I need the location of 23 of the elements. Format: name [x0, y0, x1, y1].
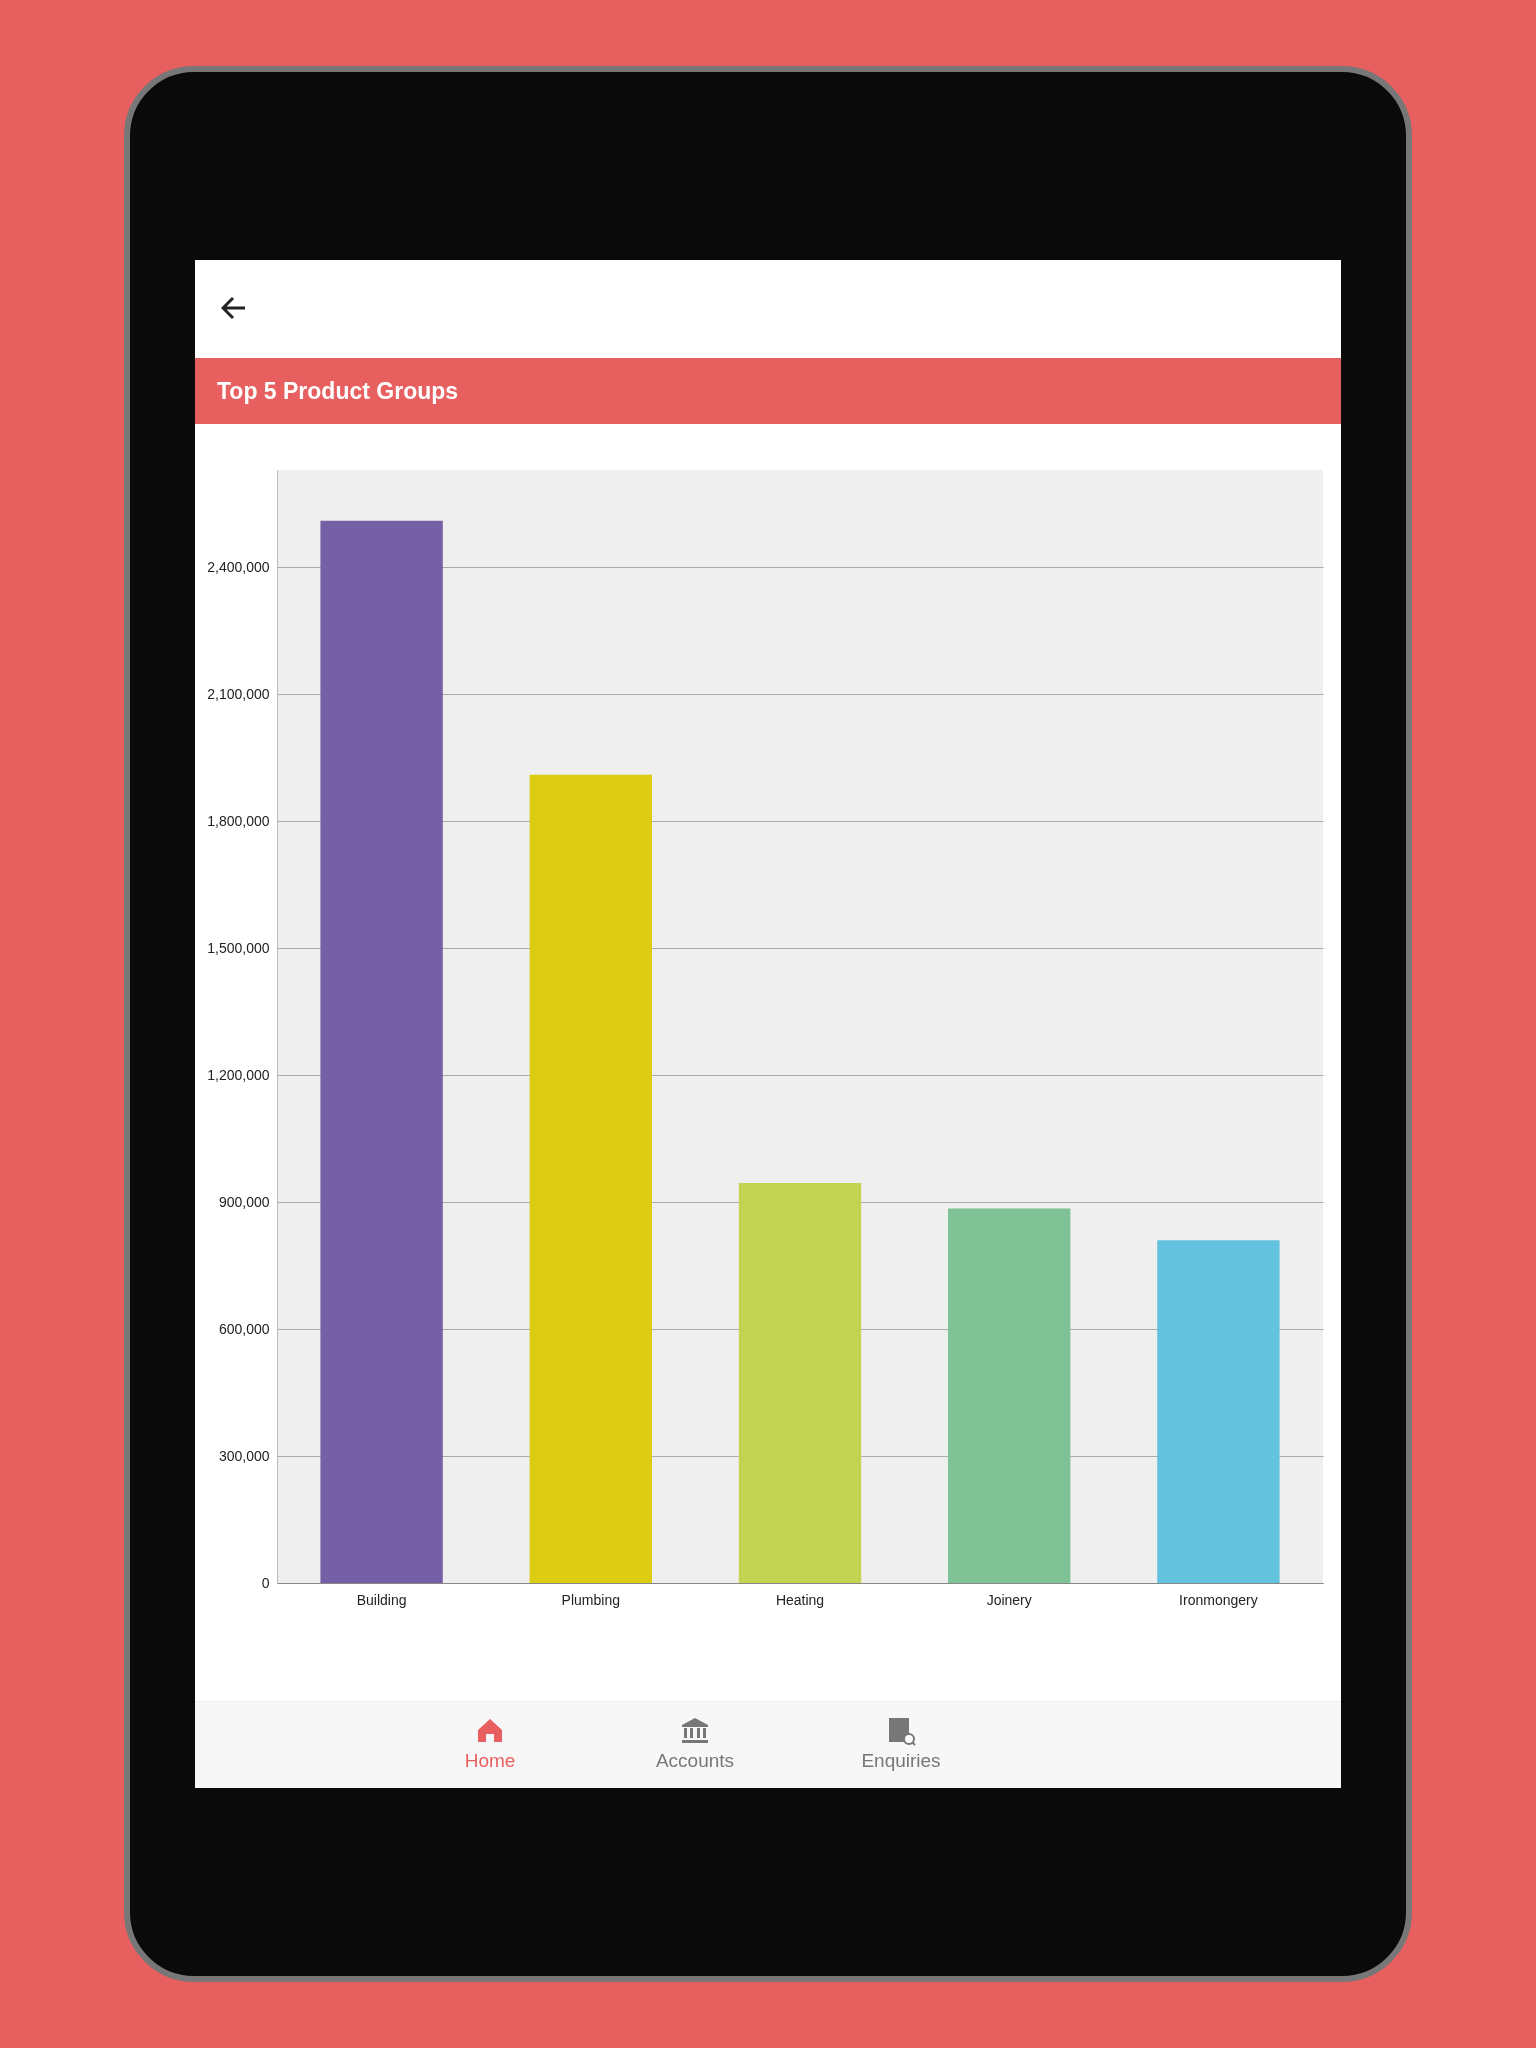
text: Home	[464, 1750, 516, 1771]
y-tick-label: 2,400,000	[207, 558, 270, 575]
y-tick-label: 2,100,000	[207, 685, 270, 702]
x-tick-label: Joinery	[986, 1591, 1032, 1608]
bar	[1157, 1240, 1280, 1583]
y-tick-label: 0	[261, 1574, 270, 1591]
y-tick-label: 1,500,000	[207, 939, 270, 956]
y-tick-label: 600,000	[218, 1320, 270, 1337]
y-tick-label: 300,000	[218, 1447, 270, 1464]
bar	[948, 1208, 1071, 1583]
text: Accounts	[655, 1750, 735, 1771]
x-tick-label: Plumbing	[561, 1591, 620, 1608]
x-tick-label: Building	[356, 1591, 407, 1608]
x-tick-label: Heating	[775, 1591, 825, 1608]
y-tick-label: 1,800,000	[207, 812, 270, 829]
bar	[320, 520, 443, 1583]
bar	[738, 1183, 862, 1583]
bar	[529, 774, 652, 1583]
y-tick-label: 900,000	[218, 1193, 270, 1210]
text: Enquiries	[861, 1750, 941, 1771]
x-tick-label: Ironmongery	[1179, 1591, 1258, 1608]
chart-title: Top 5 Product Groups	[195, 358, 1341, 424]
y-tick-label: 1,200,000	[207, 1066, 270, 1083]
